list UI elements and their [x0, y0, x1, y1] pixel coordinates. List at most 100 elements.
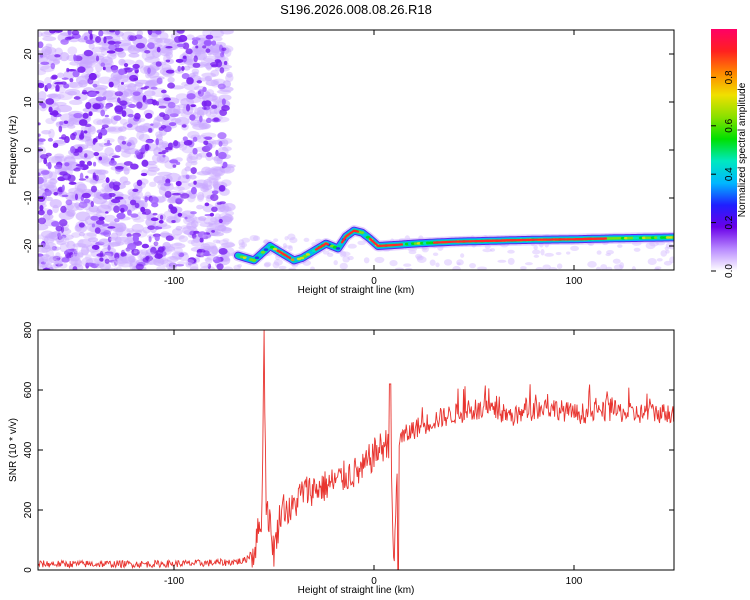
noise-blob [123, 161, 133, 166]
noise-haze-blob [118, 126, 127, 132]
noise-blob [78, 201, 88, 209]
noise-low-blob [38, 234, 45, 240]
noise-blob [38, 138, 46, 142]
noise-low-blob [507, 249, 515, 254]
noise-haze-blob [96, 119, 111, 126]
noise-low-blob [113, 267, 118, 270]
noise-haze-blob [198, 122, 211, 130]
noise-blob [144, 143, 150, 151]
noise-blob [193, 230, 200, 234]
ridge-cell [671, 236, 674, 239]
noise-blob [38, 209, 45, 216]
noise-blob [210, 193, 219, 202]
noise-haze-blob [67, 46, 78, 55]
noise-blob [38, 172, 41, 177]
noise-blob [155, 61, 162, 67]
noise-blob [102, 66, 106, 71]
noise-blob [204, 202, 210, 207]
noise-haze-blob [215, 202, 226, 213]
noise-blob [203, 140, 209, 146]
noise-haze-blob [216, 89, 232, 95]
noise-blob [79, 134, 85, 140]
y-tick-label: -20 [23, 238, 34, 253]
noise-low-blob [62, 236, 67, 242]
noise-blob [158, 105, 167, 109]
noise-blob [153, 241, 159, 246]
noise-blob [144, 196, 150, 201]
noise-haze-blob [210, 78, 220, 88]
noise-blob [70, 133, 76, 141]
noise-blob [221, 105, 230, 112]
noise-blob [61, 184, 65, 192]
noise-haze-blob [45, 59, 60, 66]
noise-low-blob [78, 239, 84, 244]
noise-blob [217, 83, 226, 90]
noise-haze-blob [80, 245, 90, 256]
noise-haze-blob [42, 36, 57, 42]
noise-haze-blob [157, 171, 172, 176]
noise-blob [218, 151, 227, 160]
noise-blob [147, 67, 151, 74]
noise-blob [90, 200, 94, 208]
noise-haze-blob [218, 239, 229, 245]
noise-low-blob [289, 237, 298, 244]
noise-low-blob [237, 264, 242, 268]
noise-low-blob [233, 264, 241, 270]
noise-blob [140, 87, 148, 90]
noise-blob [116, 212, 126, 220]
noise-low-blob [78, 249, 89, 256]
noise-haze-blob [49, 199, 62, 209]
noise-haze-blob [91, 46, 106, 53]
noise-blob [108, 81, 114, 88]
noise-blob [103, 36, 107, 44]
noise-low-blob [303, 237, 310, 243]
noise-blob [211, 64, 218, 68]
noise-blob [102, 223, 109, 227]
noise-blob [127, 242, 137, 250]
noise-blob [98, 30, 104, 37]
noise-haze-blob [83, 66, 94, 74]
noise-haze-blob [109, 221, 117, 226]
noise-haze-blob [172, 186, 185, 191]
noise-haze-blob [41, 130, 52, 135]
noise-low-blob [249, 235, 259, 242]
noise-haze-blob [38, 182, 43, 189]
noise-blob [114, 47, 124, 52]
noise-blob [64, 250, 68, 255]
noise-low-blob [163, 243, 174, 248]
noise-haze-blob [53, 101, 67, 107]
noise-blob [176, 43, 185, 48]
noise-haze-blob [136, 130, 145, 140]
noise-haze-blob [48, 128, 55, 139]
noise-blob [219, 201, 226, 205]
noise-blob [156, 77, 163, 85]
noise-haze-blob [57, 72, 65, 78]
noise-blob [167, 82, 175, 89]
noise-blob [92, 103, 101, 110]
noise-low-blob [612, 258, 621, 264]
noise-blob [142, 211, 147, 215]
noise-low-blob [669, 256, 674, 264]
noise-haze-blob [141, 50, 155, 61]
noise-blob [120, 252, 127, 257]
noise-blob [217, 132, 227, 140]
noise-haze-blob [153, 257, 165, 267]
noise-blob [134, 150, 140, 156]
noise-haze-blob [77, 38, 87, 43]
ridge-cell [299, 256, 305, 260]
noise-blob [85, 101, 92, 110]
noise-low-blob [533, 254, 540, 258]
noise-low-blob [111, 260, 119, 267]
noise-blob [51, 245, 57, 251]
noise-blob [86, 161, 93, 166]
spectrogram-y-axis: -20 -10 0 10 20 [23, 48, 674, 253]
noise-haze-blob [166, 256, 179, 263]
noise-blob [52, 255, 61, 262]
noise-haze-blob [192, 71, 199, 76]
noise-haze-blob [93, 169, 109, 175]
noise-blob [73, 151, 80, 156]
noise-haze-blob [135, 125, 150, 134]
noise-blob [181, 124, 187, 128]
noise-blob [126, 233, 132, 238]
